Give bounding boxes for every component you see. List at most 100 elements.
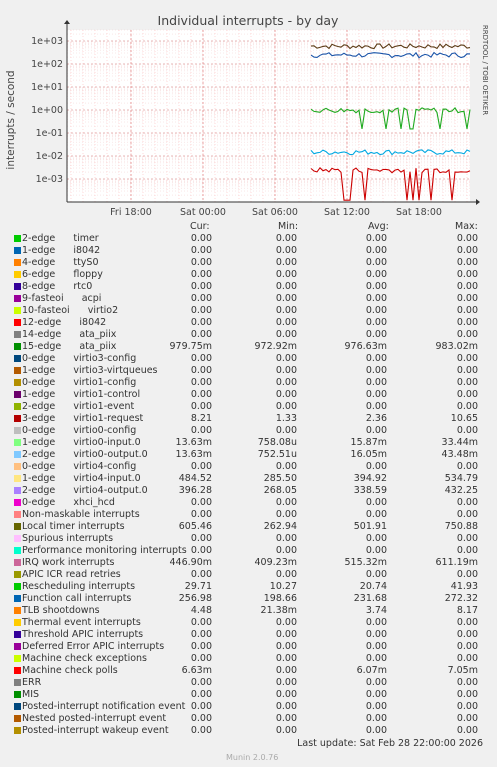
legend-value-min: 0.00: [275, 701, 297, 712]
legend-label: 3-edge virtio1-request: [22, 413, 144, 424]
y-tick-label: 1e-01: [36, 128, 63, 139]
legend-value-min: 0.00: [275, 689, 297, 700]
legend-value-avg: 0.00: [365, 365, 387, 376]
legend-value-max: 0.00: [456, 641, 478, 652]
legend-row: 15-edge ata_piix 979.75m 972.92m 976.63m 983…: [0, 341, 497, 353]
x-tick-label: Sat 18:00: [396, 207, 442, 218]
legend-swatch: [14, 487, 21, 494]
legend-swatch: [14, 511, 21, 518]
legend-row: Machine check exceptions 0.00 0.00 0.00 0.00: [0, 653, 497, 665]
legend-row: Threshold APIC interrupts 0.00 0.00 0.00 0.0…: [0, 629, 497, 641]
legend-value-cur: 0.00: [190, 353, 212, 364]
legend-value-min: 0.00: [275, 305, 297, 316]
legend-swatch: [14, 559, 21, 566]
legend-value-max: 0.00: [456, 389, 478, 400]
legend-row: Thermal event interrupts 0.00 0.00 0.00 0.00: [0, 617, 497, 629]
legend-row: 2-edge virtio1-event 0.00 0.00 0.00 0.00: [0, 401, 497, 413]
legend-row: 2-edge virtio4-output.0 396.28 268.05 338.5…: [0, 485, 497, 497]
legend-value-avg: 0.00: [365, 305, 387, 316]
legend-value-cur: 0.00: [190, 329, 212, 340]
legend-label: 0-edge xhci_hcd: [22, 497, 115, 508]
legend-value-avg: 338.59: [353, 485, 387, 496]
legend-value-avg: 16.05m: [350, 449, 387, 460]
legend-value-min: 0.00: [275, 629, 297, 640]
legend-swatch: [14, 547, 21, 554]
legend-value-max: 0.00: [456, 629, 478, 640]
legend-label: Function call interrupts: [22, 593, 132, 604]
legend-value-avg: 0.00: [365, 245, 387, 256]
legend-label: Posted-interrupt wakeup event: [22, 725, 169, 736]
legend-value-avg: 0.00: [365, 353, 387, 364]
legend-value-avg: 0.00: [365, 425, 387, 436]
legend-row: 0-edge virtio3-config 0.00 0.00 0.00 0.00: [0, 353, 497, 365]
legend-value-avg: 231.68: [353, 593, 387, 604]
legend-label: 1-edge virtio1-control: [22, 389, 141, 400]
legend-value-max: 0.00: [456, 365, 478, 376]
legend-value-cur: 13.63m: [175, 437, 212, 448]
legend-row: 0-edge virtio1-config 0.00 0.00 0.00 0.00: [0, 377, 497, 389]
legend-swatch: [14, 523, 21, 530]
legend-swatch: [14, 307, 21, 314]
legend-header-max: Max:: [455, 221, 478, 232]
legend-label: IRQ work interrupts: [22, 557, 115, 568]
series-line: [310, 149, 471, 156]
legend-row: 2-edge virtio0-output.0 13.63m 752.51u 16.0…: [0, 449, 497, 461]
legend-value-avg: 20.74: [359, 581, 387, 592]
legend-value-avg: 0.00: [365, 617, 387, 628]
legend-swatch: [14, 499, 21, 506]
legend-value-min: 0.00: [275, 713, 297, 724]
legend-value-cur: 605.46: [178, 521, 212, 532]
legend-swatch: [14, 679, 21, 686]
legend-value-min: 198.66: [263, 593, 297, 604]
legend-label: Machine check polls: [22, 665, 118, 676]
legend-value-min: 0.00: [275, 269, 297, 280]
legend-label: 1-edge i8042: [22, 245, 101, 256]
legend-value-cur: 0.00: [190, 545, 212, 556]
legend-value-max: 432.25: [444, 485, 478, 496]
legend-value-max: 0.00: [456, 401, 478, 412]
legend-value-avg: 0.00: [365, 713, 387, 724]
legend-label: ERR: [22, 677, 42, 688]
legend-value-avg: 0.00: [365, 689, 387, 700]
legend-value-avg: 0.00: [365, 377, 387, 388]
legend-swatch: [14, 451, 21, 458]
legend-value-max: 10.65: [450, 413, 478, 424]
legend-value-cur: 446.90m: [169, 557, 213, 568]
legend-value-cur: 4.48: [190, 605, 212, 616]
legend-label: Performance monitoring interrupts: [22, 545, 187, 556]
legend-value-min: 0.00: [275, 245, 297, 256]
legend-row: Posted-interrupt notification event 0.00 0…: [0, 701, 497, 713]
legend-value-cur: 0.00: [190, 293, 212, 304]
legend-label: 2-edge virtio1-event: [22, 401, 135, 412]
legend-value-min: 0.00: [275, 353, 297, 364]
legend-value-cur: 979.75m: [169, 341, 213, 352]
legend-row: 0-edge virtio4-config 0.00 0.00 0.00 0.00: [0, 461, 497, 473]
legend-swatch: [14, 655, 21, 662]
legend-row: 6-edge floppy 0.00 0.00 0.00 0.00: [0, 269, 497, 281]
legend-value-min: 0.00: [275, 617, 297, 628]
legend-value-min: 0.00: [275, 461, 297, 472]
legend-label: 2-edge timer: [22, 233, 99, 244]
legend-label: 14-edge ata_piix: [22, 329, 117, 340]
legend-value-cur: 29.71: [184, 581, 212, 592]
legend-value-avg: 15.87m: [350, 437, 387, 448]
legend-header-avg: Avg:: [368, 221, 389, 232]
legend-swatch: [14, 535, 21, 542]
legend-swatch: [14, 607, 21, 614]
legend-swatch: [14, 403, 21, 410]
legend-label: 10-fasteoi virtio2: [22, 305, 119, 316]
legend-value-min: 0.00: [275, 569, 297, 580]
legend-swatch: [14, 331, 21, 338]
legend-label: Threshold APIC interrupts: [22, 629, 144, 640]
legend-swatch: [14, 463, 21, 470]
legend-value-cur: 0.00: [190, 653, 212, 664]
legend-label: Thermal event interrupts: [22, 617, 141, 628]
legend-value-max: 0.00: [456, 461, 478, 472]
legend-row: Performance monitoring interrupts 0.00 0.0…: [0, 545, 497, 557]
legend-value-max: 0.00: [456, 293, 478, 304]
legend-value-max: 0.00: [456, 425, 478, 436]
legend-row: 2-edge timer 0.00 0.00 0.00 0.00: [0, 233, 497, 245]
legend-label: Machine check exceptions: [22, 653, 147, 664]
legend-row: 1-edge i8042 0.00 0.00 0.00 0.00: [0, 245, 497, 257]
legend-value-avg: 0.00: [365, 281, 387, 292]
